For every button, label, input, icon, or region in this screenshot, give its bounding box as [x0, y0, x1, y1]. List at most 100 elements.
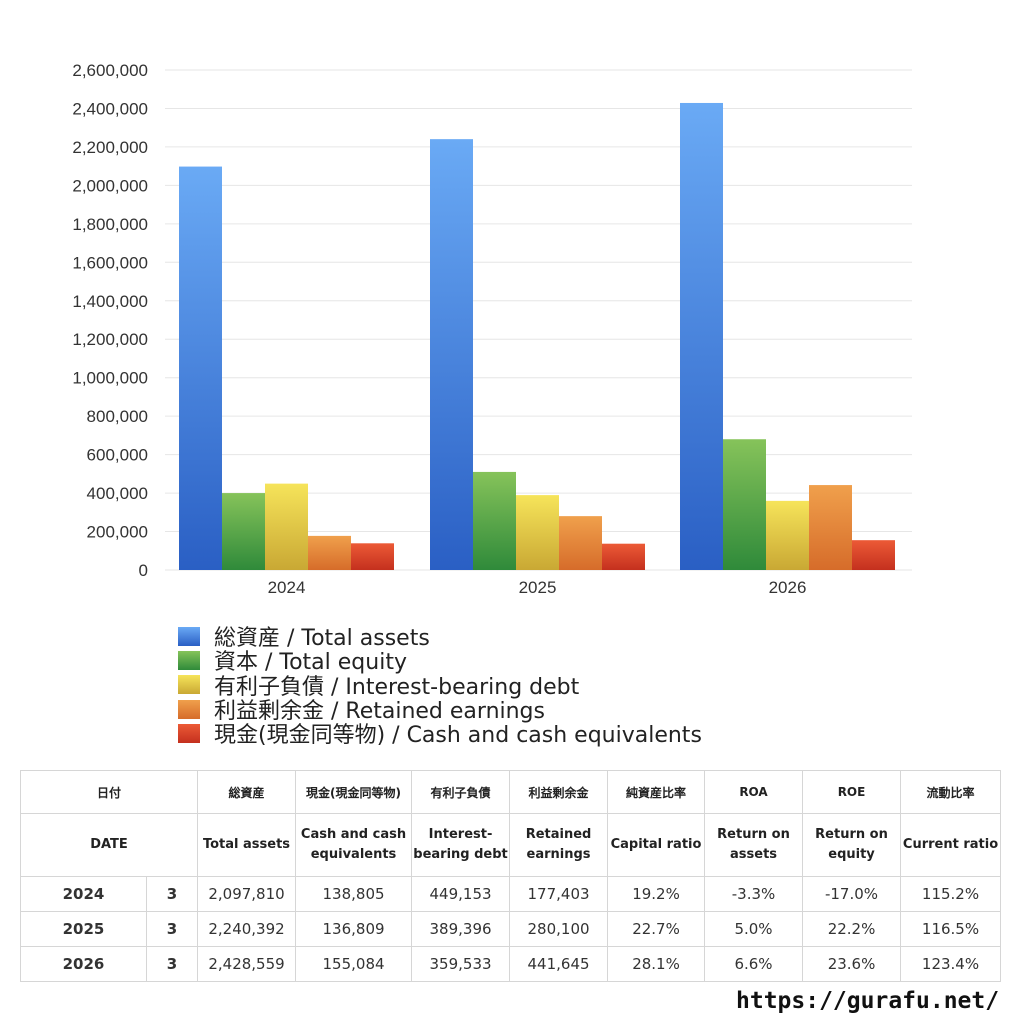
header-cell: Interest-bearing debt	[411, 813, 511, 877]
legend-label: 総資産 / Total assets	[214, 626, 430, 652]
header-cell: Retained earnings	[509, 813, 609, 877]
cell-total-assets: 2,097,810	[197, 876, 297, 912]
cell-roe: -17.0%	[802, 876, 902, 912]
bar	[852, 540, 895, 570]
legend-swatch	[178, 723, 200, 743]
header-cell: ROA	[704, 770, 804, 814]
row-month: 3	[145, 946, 199, 982]
row-month: 3	[145, 911, 199, 947]
legend-item-total-equity: 資本 / Total equity	[178, 648, 702, 675]
legend: 総資産 / Total assets 資本 / Total equity 有利子…	[178, 624, 702, 748]
cell-capital-ratio: 28.1%	[607, 946, 706, 982]
bar	[723, 439, 766, 570]
legend-item-total-assets: 総資産 / Total assets	[178, 624, 702, 651]
x-axis-ticks: 2024 2025 2026	[268, 578, 807, 597]
bar-chart: 0 200,000 400,000 600,000 800,000 1,000,000 1,…	[72, 61, 912, 597]
x-tick-label: 2025	[519, 578, 557, 597]
x-tick-label: 2024	[268, 578, 306, 597]
legend-item-interest-bearing-debt: 有利子負債 / Interest-bearing debt	[178, 673, 702, 700]
y-tick-label: 2,600,000	[72, 61, 148, 80]
header-cell: ROE	[802, 770, 902, 814]
y-tick-label: 2,200,000	[72, 138, 148, 157]
x-tick-label: 2026	[769, 578, 807, 597]
header-cell: Return on equity	[802, 813, 902, 877]
cell-capital-ratio: 19.2%	[607, 876, 706, 912]
cell-current-ratio: 115.2%	[900, 876, 1002, 912]
header-cell: Total assets	[197, 813, 297, 877]
bars	[179, 102, 895, 570]
bar	[265, 483, 308, 570]
site-url[interactable]: https://gurafu.net/	[736, 988, 1000, 1014]
y-tick-label: 600,000	[87, 446, 148, 465]
bar	[179, 166, 222, 570]
cell-cash: 138,805	[295, 876, 413, 912]
header-cell: 日付	[19, 770, 199, 814]
y-tick-label: 800,000	[87, 407, 148, 426]
row-year: 2024	[20, 876, 147, 912]
cell-total-assets: 2,240,392	[197, 911, 297, 947]
cell-roa: 5.0%	[704, 911, 804, 947]
cell-capital-ratio: 22.7%	[607, 911, 706, 947]
header-cell: 有利子負債	[411, 770, 511, 814]
table-header-en: DATE Total assets Cash and cash equivale…	[19, 813, 1002, 877]
bar	[222, 493, 265, 570]
cell-roa: 6.6%	[704, 946, 804, 982]
cell-cash: 136,809	[295, 911, 413, 947]
cell-debt: 359,533	[411, 946, 511, 982]
legend-swatch	[178, 699, 200, 719]
y-tick-label: 200,000	[87, 523, 148, 542]
cell-cash: 155,084	[295, 946, 413, 982]
bar	[473, 471, 516, 570]
bar	[559, 516, 602, 570]
legend-label: 有利子負債 / Interest-bearing debt	[214, 674, 580, 700]
cell-roe: 23.6%	[802, 946, 902, 982]
legend-swatch	[178, 650, 200, 670]
header-cell: 総資産	[197, 770, 297, 814]
financial-table: 日付 総資産 現金(現金同等物) 有利子負債 利益剰余金 純資産比率 ROA R…	[19, 770, 1002, 982]
cell-retained: 177,403	[509, 876, 609, 912]
legend-swatch	[178, 675, 200, 695]
header-cell: 流動比率	[900, 770, 1002, 814]
header-cell: Cash and cash equivalents	[295, 813, 413, 877]
legend-item-cash: 現金(現金同等物) / Cash and cash equivalents	[178, 721, 702, 748]
row-year: 2025	[20, 911, 147, 947]
bar	[809, 485, 852, 570]
gridlines	[165, 69, 912, 571]
legend-item-retained-earnings: 利益剰余金 / Retained earnings	[178, 697, 702, 724]
header-cell: Current ratio	[900, 813, 1002, 877]
cell-roe: 22.2%	[802, 911, 902, 947]
bar	[680, 102, 723, 570]
cell-retained: 280,100	[509, 911, 609, 947]
legend-label: 利益剰余金 / Retained earnings	[214, 699, 545, 725]
header-cell: DATE	[19, 813, 199, 877]
cell-current-ratio: 123.4%	[900, 946, 1002, 982]
bar	[766, 500, 809, 570]
table-row: 2026 3 2,428,559 155,084 359,533 441,645…	[20, 946, 1002, 982]
header-cell: 利益剰余金	[509, 770, 609, 814]
row-year: 2026	[20, 946, 147, 982]
y-axis-ticks: 0 200,000 400,000 600,000 800,000 1,000,000 1,…	[72, 61, 148, 580]
y-tick-label: 1,800,000	[72, 215, 148, 234]
y-tick-label: 2,000,000	[72, 176, 148, 195]
cell-debt: 449,153	[411, 876, 511, 912]
legend-label: 資本 / Total equity	[214, 650, 407, 676]
header-cell: 純資産比率	[607, 770, 706, 814]
legend-label: 現金(現金同等物) / Cash and cash equivalents	[214, 723, 702, 749]
bar	[602, 543, 645, 570]
y-tick-label: 1,000,000	[72, 369, 148, 388]
y-tick-label: 400,000	[87, 484, 148, 503]
table-row: 2024 3 2,097,810 138,805 449,153 177,403…	[20, 876, 1002, 912]
header-cell: Capital ratio	[607, 813, 706, 877]
cell-debt: 389,396	[411, 911, 511, 947]
legend-swatch	[178, 626, 200, 646]
cell-retained: 441,645	[509, 946, 609, 982]
y-tick-label: 0	[139, 561, 148, 580]
cell-total-assets: 2,428,559	[197, 946, 297, 982]
header-cell: 現金(現金同等物)	[295, 770, 413, 814]
table-row: 2025 3 2,240,392 136,809 389,396 280,100…	[20, 911, 1002, 947]
cell-current-ratio: 116.5%	[900, 911, 1002, 947]
row-month: 3	[145, 876, 199, 912]
bar	[516, 495, 559, 570]
bar	[351, 543, 394, 570]
y-tick-label: 2,400,000	[72, 99, 148, 118]
